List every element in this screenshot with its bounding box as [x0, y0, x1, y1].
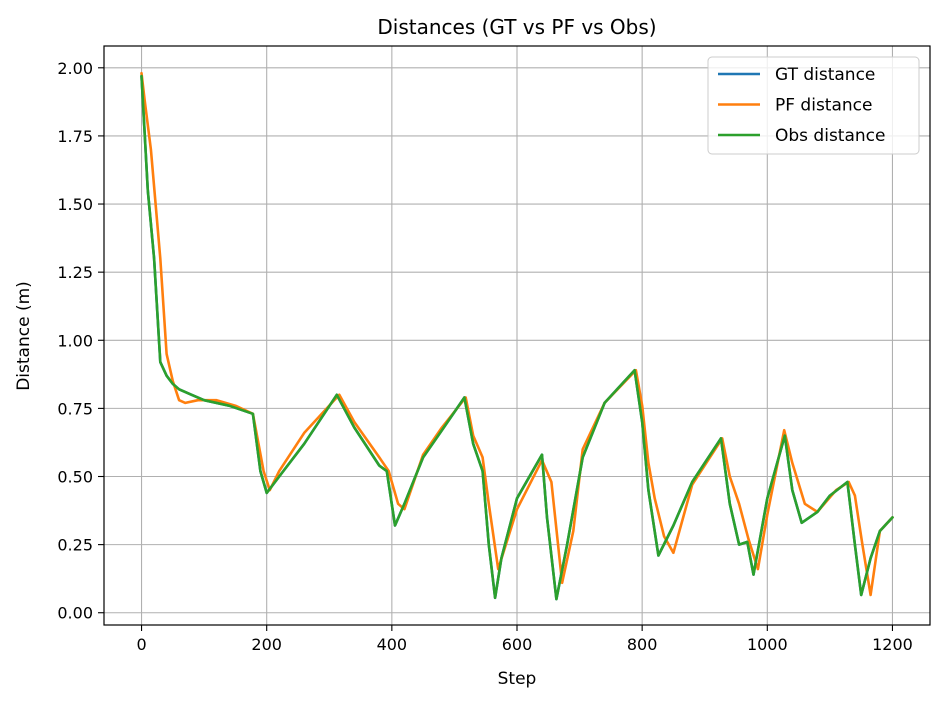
y-tick-label: 2.00: [57, 59, 93, 78]
x-tick-label: 200: [251, 635, 282, 654]
x-tick-label: 0: [136, 635, 146, 654]
x-tick-label: 1000: [747, 635, 788, 654]
legend-label: Obs distance: [775, 126, 885, 146]
chart-title: Distances (GT vs PF vs Obs): [377, 15, 656, 39]
y-tick-label: 1.00: [57, 331, 93, 350]
series-line-3: [140, 74, 894, 601]
x-tick-label: 1200: [872, 635, 913, 654]
y-axis-label: Distance (m): [14, 281, 34, 391]
legend: GT distance PF distance Obs distance: [707, 56, 920, 155]
legend-box: [707, 56, 920, 155]
y-tick-label: 1.50: [57, 195, 93, 214]
series-lines: [140, 71, 894, 601]
x-tick-label: 400: [377, 635, 408, 654]
y-tick-label: 0.50: [57, 468, 93, 487]
y-tick-label: 1.75: [57, 127, 93, 146]
y-tick-label: 0.00: [57, 604, 93, 623]
y-axis: 0.00 0.25 0.50 0.75 1.00 1.25 1.50 1.75 2.00: [57, 59, 104, 623]
legend-label: GT distance: [775, 65, 875, 85]
y-tick-label: 0.75: [57, 399, 93, 418]
y-tick-label: 1.25: [57, 263, 93, 282]
y-tick-label: 0.25: [57, 536, 93, 555]
x-axis-label: Step: [498, 669, 537, 689]
legend-label: PF distance: [775, 96, 872, 116]
x-axis: 0 200 400 600 800 1000 1200: [136, 625, 913, 654]
x-tick-label: 600: [502, 635, 533, 654]
x-tick-label: 800: [627, 635, 658, 654]
